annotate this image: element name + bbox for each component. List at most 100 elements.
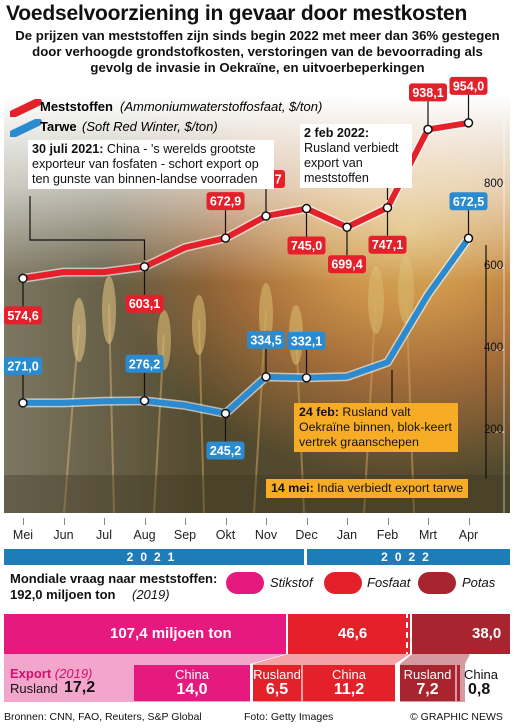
note-feb2-date: 2 feb 2022:: [304, 126, 370, 140]
line-chart: 574,6603,1672,9726,7745,0699,4747,1938,1…: [4, 76, 504, 479]
export-stikstof-russia-value: 17,2: [64, 679, 96, 696]
demand-divider: [406, 612, 409, 658]
data-label: 603,1: [129, 297, 160, 311]
data-label: 276,2: [129, 357, 160, 371]
x-tick-label: Jun: [53, 528, 74, 542]
export-stikstof-china-value: 14,0: [176, 681, 208, 698]
year-2022-bar: 2022: [307, 549, 510, 565]
series-line-fert: [20, 119, 472, 282]
legend-fert-name: Meststoffen: [40, 99, 113, 114]
export-potas-china-country: China: [464, 667, 498, 682]
demand-potas-value: 38,0: [472, 625, 502, 642]
data-point: [18, 398, 28, 408]
x-tick-mark: [428, 518, 429, 525]
data-point: [342, 222, 352, 232]
x-tick-label: Apr: [458, 528, 479, 542]
demand-potas-bar: 38,0: [412, 614, 510, 654]
fert-legend-swatch: [9, 98, 42, 118]
x-tick-mark: [387, 518, 389, 525]
export-potas-china-value: 0,8: [468, 681, 491, 698]
demand-fosfaat-value: 46,6: [338, 625, 368, 642]
demand-title: Mondiale vraag naar meststoffen:: [10, 571, 218, 586]
legend-wheat: [9, 118, 42, 142]
y-tick-label: 400: [484, 342, 504, 354]
data-label: 271,0: [7, 359, 38, 373]
data-label: 672,9: [210, 195, 241, 209]
x-tick-label: Jul: [96, 528, 112, 542]
data-label-box: [287, 331, 326, 350]
demand-stikstof-value: 107,4 miljoen ton: [110, 625, 232, 642]
x-tick-label: Mrt: [418, 528, 438, 542]
series-line-wheat: [20, 235, 472, 417]
x-tick-mark: [266, 518, 267, 525]
data-point: [261, 372, 271, 382]
note-feb-24: 24 feb: Rusland valt Oekraïne binnen, bl…: [294, 403, 458, 452]
export-potas-russia-box: [400, 665, 455, 701]
y-tick-label: 200: [484, 424, 504, 436]
note-feb2-text: Rusland verbiedt export van meststoffen: [304, 141, 399, 185]
year-2021-bar: 2021: [4, 549, 304, 565]
x-tick-label: Sep: [173, 528, 197, 542]
data-point: [463, 118, 474, 128]
note-feb24-date: 24 feb:: [299, 405, 339, 419]
legend-wheat-desc: (Soft Red Winter, $/ton): [82, 119, 218, 134]
x-tick-mark: [306, 518, 308, 525]
note-july-text: China - 's werelds grootste exporteur va…: [32, 142, 259, 186]
export-stikstof-china-country: China: [175, 667, 209, 682]
demand-year: (2019): [132, 587, 170, 602]
subtitle-line-1: De prijzen van meststoffen zijn sinds be…: [15, 28, 500, 43]
data-point: [261, 211, 271, 221]
data-label-box: [328, 255, 366, 274]
wheat-legend-swatch: [9, 118, 42, 138]
data-label-box: [287, 236, 326, 255]
x-tick-label: Aug: [133, 528, 156, 542]
export-fosfaat-russia-value: 6,5: [265, 681, 289, 698]
export-fosfaat-china-box: [303, 665, 395, 701]
subtitle-line-3: gevolg de invasie in Oekraïne, en uitvoe…: [90, 60, 425, 75]
data-label: 747,1: [372, 238, 403, 252]
legend-potas-swatch: [418, 572, 456, 594]
note-july-2021: 30 juli 2021: China - 's werelds grootst…: [28, 140, 274, 189]
data-point: [139, 396, 150, 406]
x-tick-mark: [347, 518, 348, 525]
export-label-text: Export: [10, 666, 52, 681]
export-fosfaat-china-value: 11,2: [333, 681, 365, 698]
data-label: 745,0: [291, 239, 322, 253]
export-stikstof-russia-country: Rusland: [10, 681, 58, 696]
legend-fosfaat-label: Fosfaat: [367, 575, 411, 590]
legend-fosfaat-swatch: [324, 572, 362, 594]
data-point: [18, 273, 28, 284]
legend-stikstof-swatch: [226, 572, 264, 594]
x-tick-mark: [225, 518, 227, 525]
x-tick-label: Jan: [336, 528, 358, 542]
page-title: Voedselvoorziening in gevaar door mestko…: [6, 2, 468, 25]
legend-wheat-name: Tarwe: [40, 119, 77, 134]
x-tick-label: Nov: [254, 528, 278, 542]
legend-stikstof-label: Stikstof: [270, 575, 313, 590]
data-point: [423, 124, 433, 135]
data-point: [220, 233, 231, 243]
data-label-box: [247, 330, 285, 349]
data-label-box: [409, 83, 447, 102]
x-tick-label: Okt: [215, 528, 236, 542]
x-tick-label: Feb: [376, 528, 399, 542]
data-label: 954,0: [453, 79, 484, 93]
note-july-leader: [29, 196, 146, 260]
data-label: 699,4: [331, 258, 362, 272]
note-may-14: 14 mei: India verbiedt export tarwe: [266, 479, 469, 498]
x-tick-label: Dec: [295, 528, 318, 542]
data-label-box: [125, 354, 164, 373]
data-label: 334,5: [250, 333, 281, 347]
data-label: 332,1: [291, 334, 322, 348]
export-label: Export (2019): [10, 666, 92, 681]
credits-photo: Foto: Getty Images: [244, 711, 334, 723]
note-may14-date: 14 mei:: [271, 481, 314, 495]
data-label-box: [449, 192, 488, 211]
data-label-box: [125, 294, 164, 313]
data-point: [463, 233, 474, 244]
data-label-box: [206, 441, 245, 460]
data-point: [139, 261, 150, 272]
export-funnels: [4, 654, 470, 664]
data-label: 672,5: [453, 195, 484, 209]
export-potas-russia-value: 7,2: [416, 681, 439, 698]
